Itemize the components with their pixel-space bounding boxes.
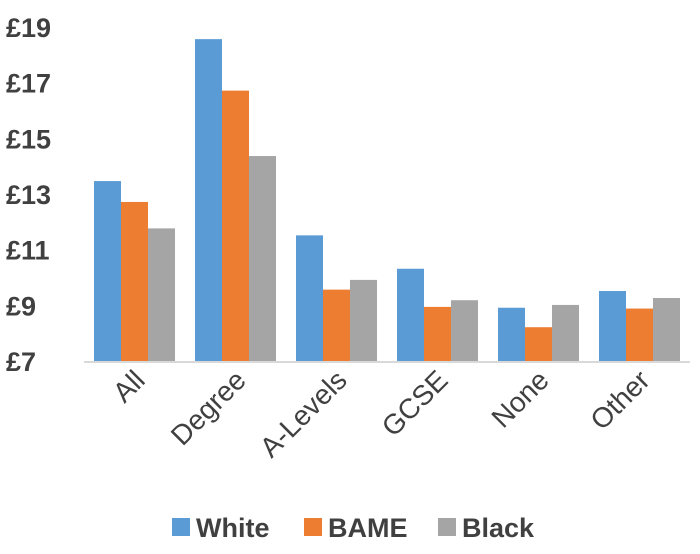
bars — [94, 39, 680, 363]
bar-bame-a-levels — [323, 289, 350, 362]
bar-white-all — [94, 181, 121, 362]
bar-bame-degree — [222, 90, 249, 362]
x-category-label: Other — [584, 364, 655, 435]
y-tick-label: £17 — [6, 69, 51, 99]
x-category-label: All — [107, 364, 151, 408]
y-tick-label: £15 — [6, 124, 51, 154]
y-tick-label: £19 — [6, 13, 51, 43]
bar-bame-none — [525, 327, 552, 362]
bar-white-gcse — [397, 268, 424, 362]
bar-black-none — [552, 304, 579, 362]
legend: White BAME Black — [172, 513, 535, 543]
x-category-label: A-Levels — [254, 364, 353, 463]
legend-label-white: White — [196, 513, 270, 543]
y-tick-label: £9 — [6, 291, 36, 321]
legend-label-black: Black — [462, 513, 535, 543]
x-axis-categories: All Degree A-Levels GCSE None Other — [107, 364, 656, 463]
bar-bame-all — [121, 201, 148, 362]
y-tick-label: £7 — [6, 347, 36, 377]
bar-black-gcse — [451, 300, 478, 362]
bar-white-none — [498, 307, 525, 362]
legend-swatch-white — [172, 518, 190, 536]
y-tick-label: £13 — [6, 180, 51, 210]
bar-black-degree — [249, 156, 276, 362]
bar-bame-gcse — [424, 306, 451, 362]
x-category-label: None — [485, 364, 554, 433]
bar-black-all — [148, 228, 175, 362]
bar-black-other — [653, 297, 680, 362]
y-axis-ticks: £19 £17 £15 £13 £11 £9 £7 — [6, 13, 51, 377]
x-category-label: Degree — [165, 364, 252, 451]
legend-label-bame: BAME — [328, 513, 408, 543]
bar-white-other — [599, 291, 626, 362]
legend-swatch-bame — [304, 518, 322, 536]
bar-white-degree — [195, 39, 222, 363]
legend-swatch-black — [438, 518, 456, 536]
bar-white-a-levels — [296, 235, 323, 362]
bar-bame-other — [626, 308, 653, 362]
y-tick-label: £11 — [6, 236, 50, 266]
bar-black-a-levels — [350, 279, 377, 362]
x-category-label: GCSE — [376, 364, 454, 442]
